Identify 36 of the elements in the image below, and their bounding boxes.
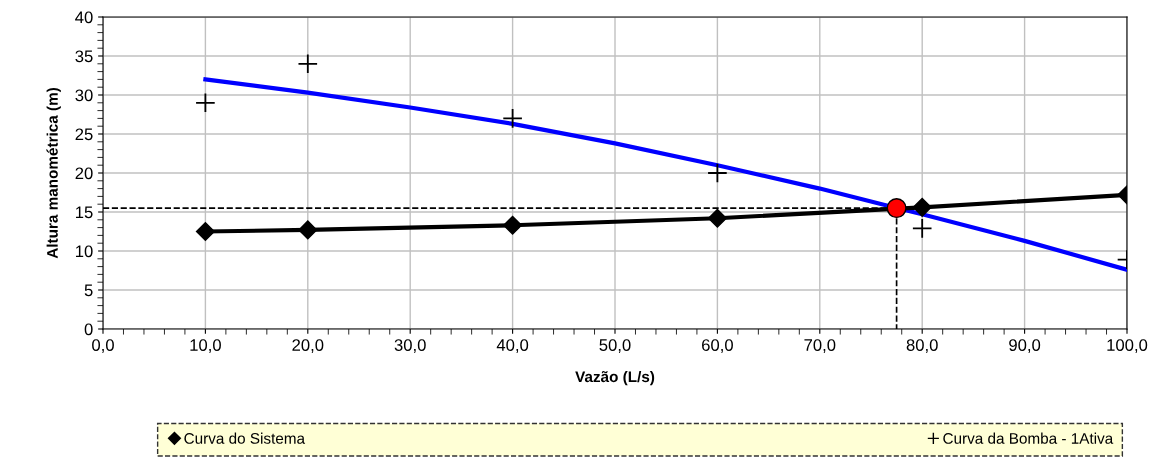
x-axis-title: Vazão (L/s) [575, 370, 655, 386]
y-tick-label: 20 [75, 167, 93, 180]
point [502, 108, 523, 129]
y-tick-label: 25 [75, 128, 93, 141]
x-tick-label: 70,0 [804, 339, 836, 353]
x-tick-label: 10,0 [190, 339, 221, 353]
point [886, 198, 907, 219]
x-tick-label: 50,0 [599, 339, 631, 353]
point [195, 92, 216, 114]
x-tick-label: 40,0 [496, 339, 529, 353]
y-tick-label: 30 [75, 89, 93, 102]
point [707, 208, 727, 228]
x-tick-label: 0,0 [92, 339, 114, 353]
x-tick-label: 20,0 [292, 339, 324, 353]
legend-label: Curva do Sistema [184, 432, 306, 444]
y-tick-label: 0 [84, 323, 93, 336]
y-axis-title: Altura manométrica (m) [46, 88, 61, 259]
x-tick-label: 30,0 [394, 339, 426, 353]
point [911, 218, 933, 239]
y-tick-label: 15 [76, 206, 93, 219]
point [298, 220, 318, 240]
x-tick-label: 100,0 [1107, 339, 1148, 353]
x-tick-label: 80,0 [906, 339, 938, 353]
x-tick-label: 90,0 [1009, 339, 1041, 353]
point [707, 162, 728, 184]
y-tick-label: 10 [76, 245, 93, 258]
y-tick-label: 40 [75, 11, 93, 24]
point [195, 221, 215, 242]
x-tick-label: 60,0 [702, 339, 733, 353]
y-tick-label: 5 [84, 284, 93, 297]
point [297, 53, 319, 75]
legend-label: Curva da Bomba - 1Ativa [943, 432, 1114, 444]
line-series [203, 77, 1127, 272]
point [503, 215, 523, 235]
point [912, 197, 932, 217]
y-tick-label: 35 [75, 50, 93, 63]
